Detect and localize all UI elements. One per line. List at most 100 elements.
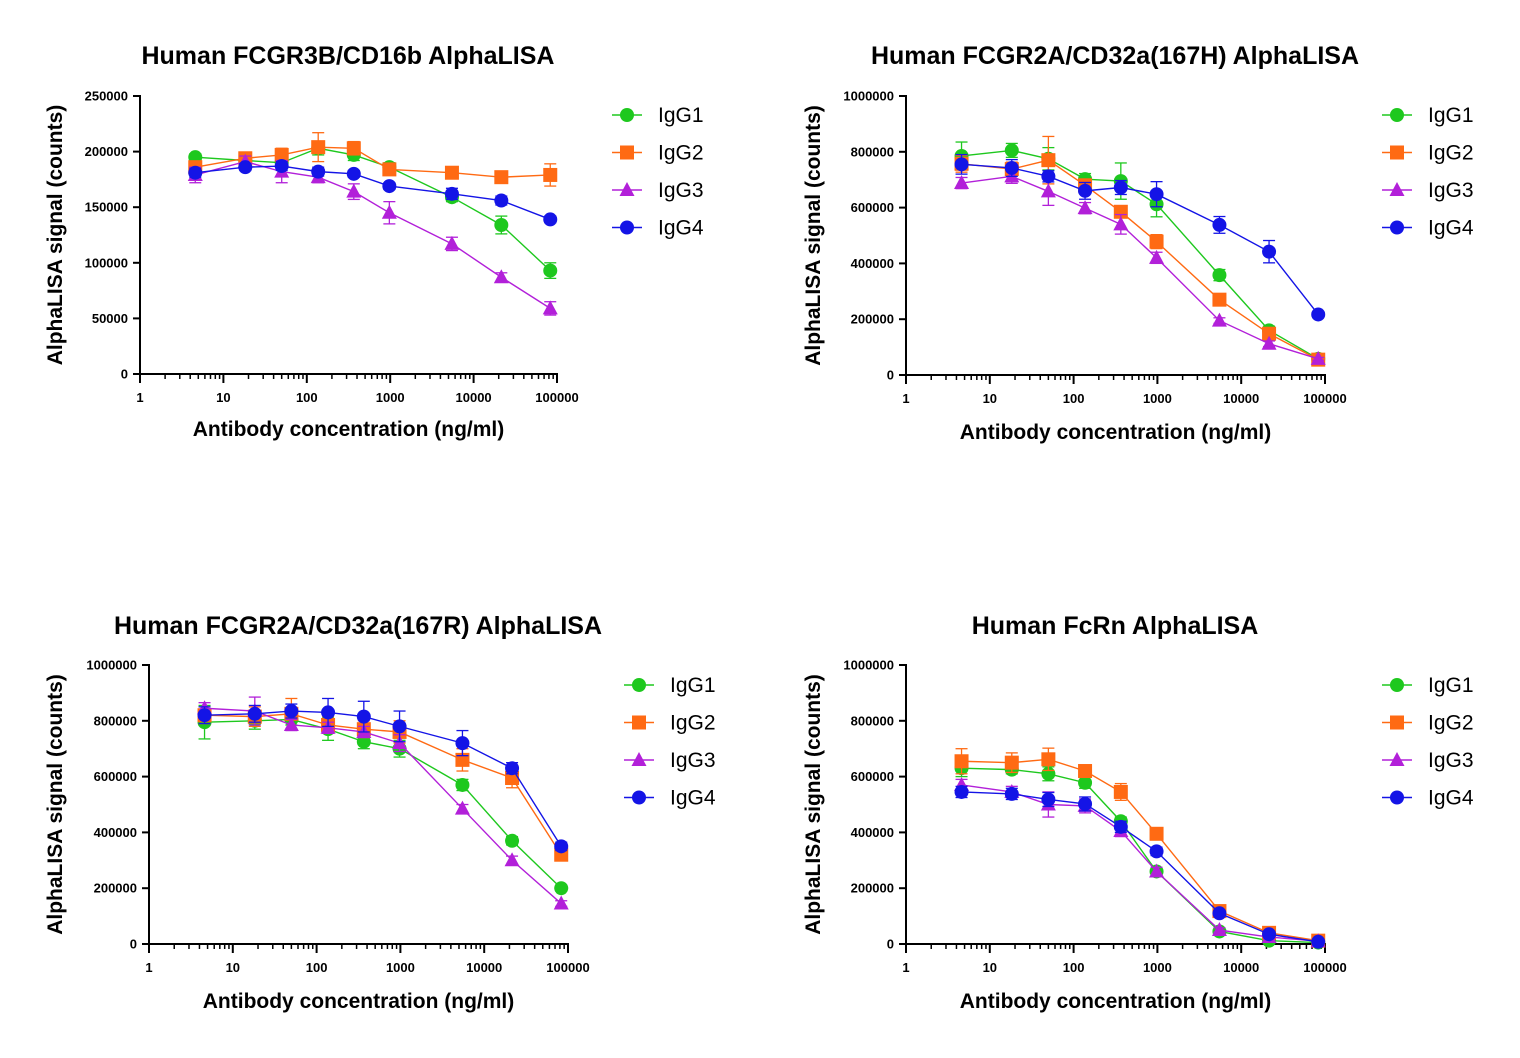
data-point xyxy=(494,217,509,232)
x-tick-label: 100000 xyxy=(546,960,589,975)
data-point xyxy=(284,704,299,719)
x-tick-label: 100000 xyxy=(535,390,578,405)
data-point xyxy=(1212,268,1227,283)
y-tick-label: 600000 xyxy=(851,200,894,215)
y-tick-label: 0 xyxy=(130,937,137,952)
data-point xyxy=(1004,143,1019,158)
data-point xyxy=(1261,335,1277,350)
legend-marker xyxy=(1389,752,1405,766)
legend-label-igg1: IgG1 xyxy=(670,674,716,697)
x-tick-label: 10 xyxy=(216,390,230,405)
data-point xyxy=(954,784,969,799)
chart-panel-1: Human FCGR3B/CD16b AlphaLISA 0 50000 100000… xyxy=(44,42,704,441)
data-point xyxy=(1262,927,1277,942)
y-tick-label: 250000 xyxy=(85,89,128,104)
y-tick-label: 400000 xyxy=(851,825,894,840)
legend-marker xyxy=(1390,715,1404,730)
y-tick-label: 400000 xyxy=(94,825,137,840)
data-point xyxy=(1113,216,1129,231)
chart-title: Human FCGR2A/CD32a(167R) AlphaLISA xyxy=(114,612,602,640)
data-point xyxy=(543,167,558,182)
y-tick-label: 400000 xyxy=(851,256,894,271)
x-tick-label: 1 xyxy=(902,391,909,406)
x-tick-label: 10000 xyxy=(456,390,492,405)
data-point xyxy=(1212,292,1227,307)
data-point xyxy=(197,708,212,723)
data-point xyxy=(1311,307,1326,322)
data-point xyxy=(493,269,509,284)
x-tick-label: 100 xyxy=(1063,960,1085,975)
data-point xyxy=(455,777,470,792)
data-point xyxy=(274,159,289,174)
data-point xyxy=(554,839,569,854)
legend-label-igg3: IgG3 xyxy=(670,749,716,772)
x-tick-label: 1000 xyxy=(386,960,415,975)
data-point xyxy=(311,164,326,179)
data-point xyxy=(247,706,262,721)
data-point xyxy=(1041,169,1056,184)
x-tick-label: 1 xyxy=(145,960,152,975)
data-point xyxy=(1212,217,1227,232)
x-tick-label: 10 xyxy=(226,960,240,975)
legend: IgG1 IgG2 IgG3 IgG4 xyxy=(1382,104,1474,240)
legend-label-igg2: IgG2 xyxy=(670,712,716,735)
data-point xyxy=(356,709,371,724)
x-tick-label: 1 xyxy=(902,960,909,975)
legend-label-igg1: IgG1 xyxy=(658,104,704,127)
series-igg4 xyxy=(197,697,569,854)
data-point xyxy=(381,204,397,219)
y-tick-label: 800000 xyxy=(851,144,894,159)
x-tick-label: 100000 xyxy=(1303,960,1346,975)
data-point xyxy=(454,800,470,815)
data-point xyxy=(346,141,361,156)
legend-marker xyxy=(632,678,646,692)
y-tick-label: 0 xyxy=(887,368,894,383)
data-point xyxy=(1004,755,1019,770)
data-point xyxy=(382,162,397,177)
legend-label-igg3: IgG3 xyxy=(1428,749,1474,772)
series-igg1 xyxy=(197,704,569,896)
data-point xyxy=(444,165,459,180)
data-point xyxy=(1041,153,1056,168)
legend-label-igg2: IgG2 xyxy=(1428,142,1474,165)
legend-label-igg2: IgG2 xyxy=(658,142,704,165)
legend-marker xyxy=(620,108,634,122)
data-point xyxy=(1040,183,1056,198)
series-igg3 xyxy=(954,776,1326,948)
data-point xyxy=(1078,183,1093,198)
data-point xyxy=(1149,844,1164,859)
legend-marker xyxy=(620,145,634,160)
legend-label-igg3: IgG3 xyxy=(1428,179,1474,202)
legend-marker xyxy=(619,182,635,196)
legend-label-igg2: IgG2 xyxy=(1428,712,1474,735)
y-tick-label: 600000 xyxy=(851,769,894,784)
x-axis-title: Antibody concentration (ng/ml) xyxy=(960,990,1271,1013)
x-tick-label: 10000 xyxy=(1223,391,1259,406)
legend-label-igg3: IgG3 xyxy=(658,179,704,202)
legend-label-igg4: IgG4 xyxy=(1428,787,1474,810)
series-igg4 xyxy=(954,153,1326,322)
y-tick-label: 1000000 xyxy=(843,658,894,673)
y-tick-label: 1000000 xyxy=(843,89,894,104)
legend: IgG1 IgG2 IgG3 IgG4 xyxy=(612,104,704,240)
data-point xyxy=(554,881,569,896)
y-tick-label: 200000 xyxy=(85,144,128,159)
chart-panel-3: Human FCGR2A/CD32a(167R) AlphaLISA 0 20000… xyxy=(44,612,716,1013)
data-point xyxy=(1113,819,1128,834)
legend-marker xyxy=(1390,108,1404,122)
data-point xyxy=(505,761,520,776)
y-axis-title: AlphaLISA signal (counts) xyxy=(44,674,67,935)
data-point xyxy=(1211,312,1227,327)
x-tick-label: 1000 xyxy=(1143,391,1172,406)
data-point xyxy=(455,752,470,767)
data-point xyxy=(504,852,520,867)
data-point xyxy=(346,183,362,198)
data-point xyxy=(356,734,371,749)
x-tick-label: 100 xyxy=(1063,391,1085,406)
data-point xyxy=(1041,752,1056,767)
data-point xyxy=(1078,764,1093,779)
data-point xyxy=(392,719,407,734)
chart-title: Human FCGR3B/CD16b AlphaLISA xyxy=(141,42,554,70)
legend-label-igg4: IgG4 xyxy=(658,217,704,240)
data-point xyxy=(954,157,969,172)
